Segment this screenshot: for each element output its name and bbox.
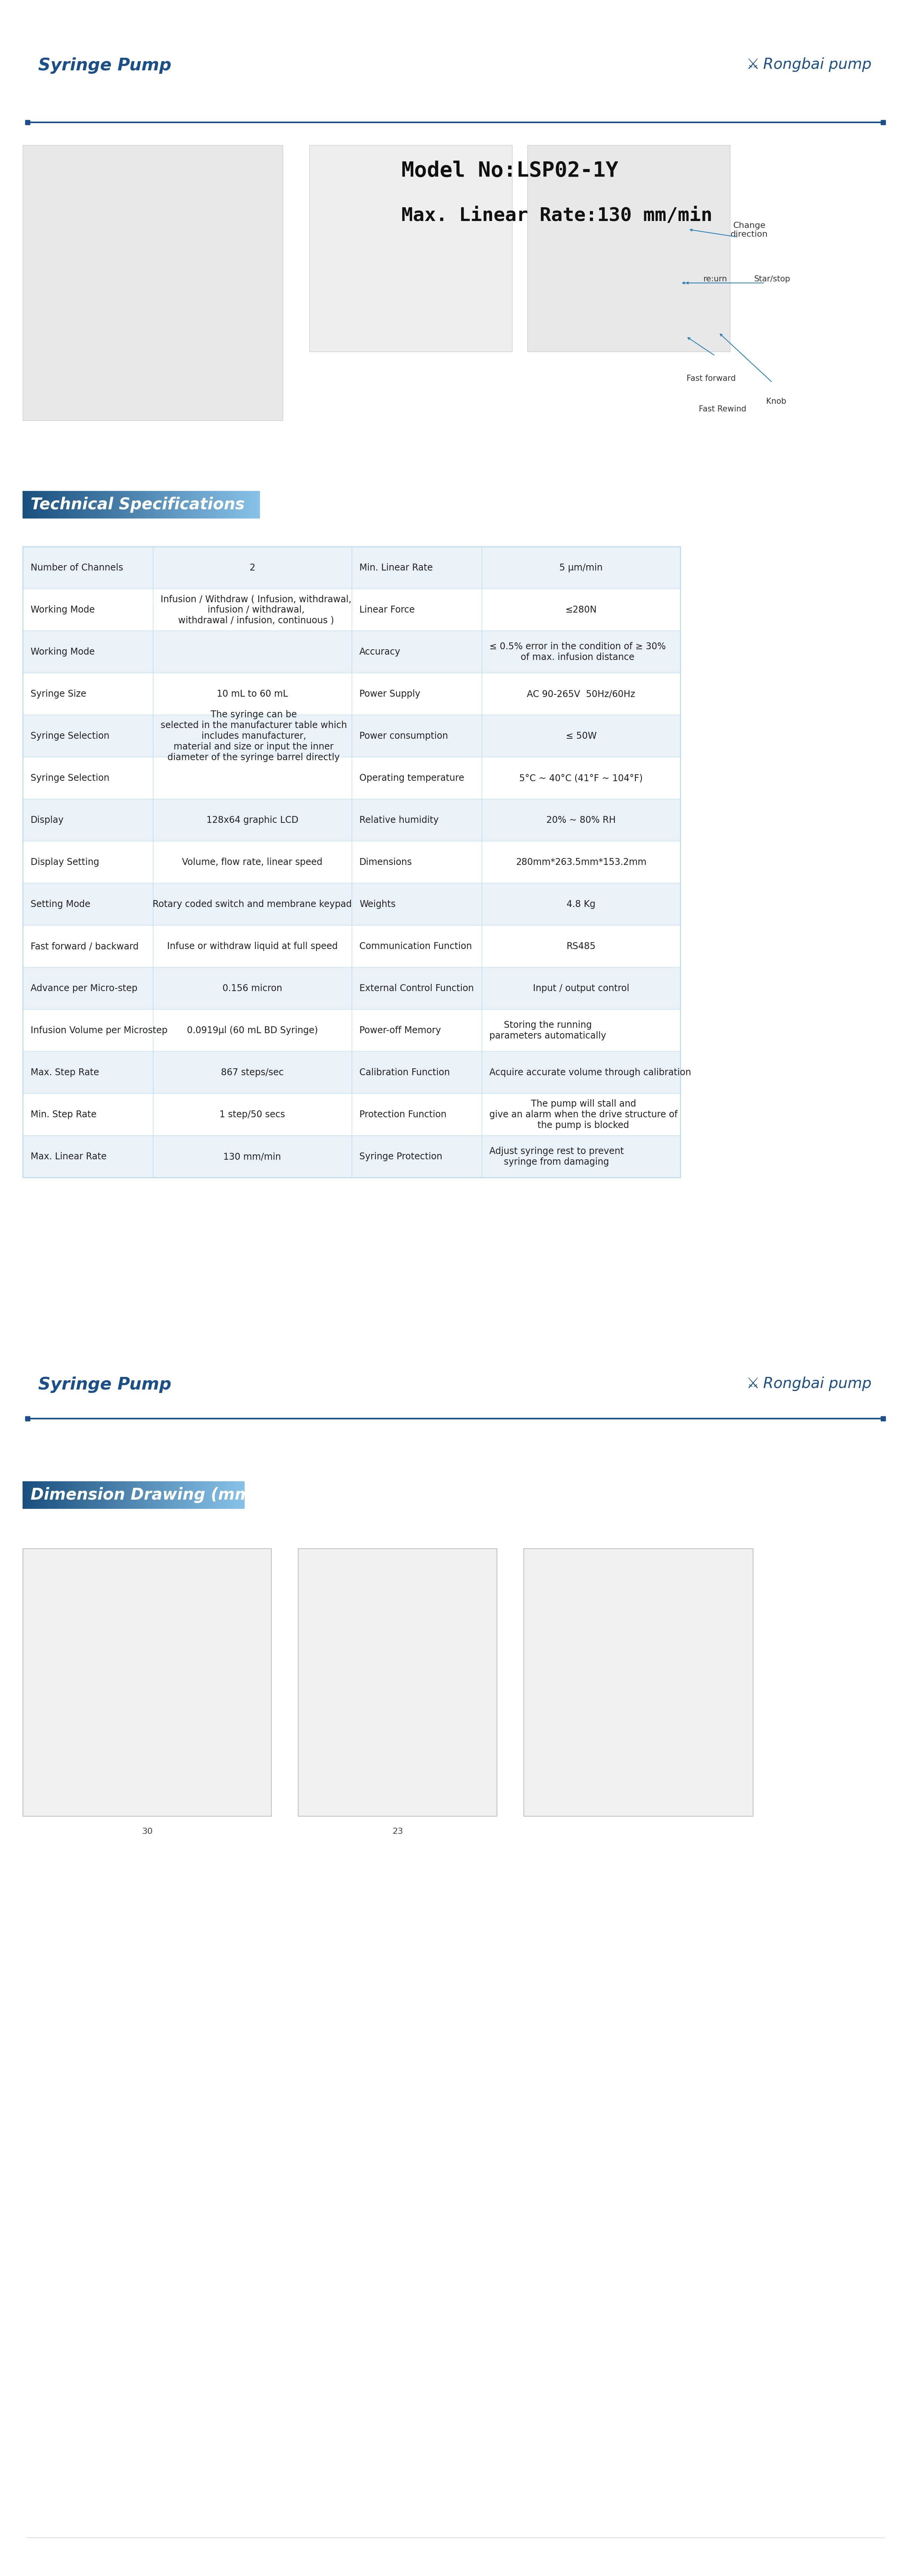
FancyBboxPatch shape	[23, 546, 681, 590]
Text: Fast Rewind: Fast Rewind	[699, 404, 746, 412]
Text: Syringe Pump: Syringe Pump	[38, 57, 171, 75]
Text: 1 step/50 secs: 1 step/50 secs	[220, 1110, 285, 1118]
Text: re:urn: re:urn	[703, 276, 727, 283]
Text: Adjust syringe rest to prevent
syringe from damaging: Adjust syringe rest to prevent syringe f…	[489, 1146, 624, 1167]
FancyBboxPatch shape	[23, 590, 681, 631]
Text: Syringe Protection: Syringe Protection	[359, 1151, 443, 1162]
FancyBboxPatch shape	[23, 672, 681, 716]
FancyBboxPatch shape	[23, 925, 681, 969]
Text: Dimension Drawing (mm): Dimension Drawing (mm)	[31, 1486, 259, 1502]
Text: Display: Display	[31, 817, 64, 824]
Text: Protection Function: Protection Function	[359, 1110, 446, 1118]
Text: Fast forward / backward: Fast forward / backward	[31, 943, 138, 951]
Text: Rotary coded switch and membrane keypad: Rotary coded switch and membrane keypad	[153, 899, 352, 909]
Text: Working Mode: Working Mode	[31, 605, 95, 616]
Text: Infusion / Withdraw ( Infusion, withdrawal,
infusion / withdrawal,
withdrawal / : Infusion / Withdraw ( Infusion, withdraw…	[160, 595, 352, 626]
Text: Linear Force: Linear Force	[359, 605, 415, 616]
Text: Change
direction: Change direction	[731, 222, 768, 240]
Text: Communication Function: Communication Function	[359, 943, 472, 951]
Text: Syringe Pump: Syringe Pump	[38, 1376, 171, 1394]
Text: Relative humidity: Relative humidity	[359, 817, 439, 824]
Text: Model No:LSP02-1Y: Model No:LSP02-1Y	[402, 160, 619, 180]
Text: External Control Function: External Control Function	[359, 984, 474, 992]
Text: 130 mm/min: 130 mm/min	[223, 1151, 281, 1162]
FancyBboxPatch shape	[527, 144, 731, 353]
Text: Syringe Selection: Syringe Selection	[31, 773, 109, 783]
FancyBboxPatch shape	[524, 1548, 753, 1816]
Text: 5 μm/min: 5 μm/min	[559, 564, 603, 572]
Text: 0.0919μl (60 mL BD Syringe): 0.0919μl (60 mL BD Syringe)	[187, 1025, 318, 1036]
Text: Calibration Function: Calibration Function	[359, 1069, 450, 1077]
FancyBboxPatch shape	[23, 757, 681, 799]
FancyBboxPatch shape	[23, 631, 681, 672]
FancyBboxPatch shape	[23, 1548, 271, 1816]
Text: ⚔ Rongbai pump: ⚔ Rongbai pump	[748, 57, 872, 72]
Text: Dimensions: Dimensions	[359, 858, 412, 866]
Text: Storing the running
parameters automatically: Storing the running parameters automatic…	[489, 1020, 606, 1041]
Text: The syringe can be
selected in the manufacturer table which
includes manufacture: The syringe can be selected in the manuf…	[160, 711, 347, 762]
Text: 23: 23	[392, 1829, 403, 1834]
Text: ⚔ Rongbai pump: ⚔ Rongbai pump	[748, 1376, 872, 1391]
FancyBboxPatch shape	[23, 884, 681, 925]
Text: Fast forward: Fast forward	[687, 374, 736, 381]
Text: Max. Linear Rate:130 mm/min: Max. Linear Rate:130 mm/min	[402, 206, 712, 224]
Text: Syringe Size: Syringe Size	[31, 690, 87, 698]
Text: Min. Linear Rate: Min. Linear Rate	[359, 564, 433, 572]
Text: RS485: RS485	[567, 943, 596, 951]
Text: Power Supply: Power Supply	[359, 690, 420, 698]
Text: 30: 30	[142, 1829, 153, 1834]
FancyBboxPatch shape	[23, 1010, 681, 1051]
FancyBboxPatch shape	[23, 1136, 681, 1177]
Text: Max. Linear Rate: Max. Linear Rate	[31, 1151, 107, 1162]
Text: Technical Specifications: Technical Specifications	[31, 497, 245, 513]
Text: 4.8 Kg: 4.8 Kg	[567, 899, 596, 909]
Text: Power consumption: Power consumption	[359, 732, 448, 742]
FancyBboxPatch shape	[310, 144, 512, 353]
FancyBboxPatch shape	[23, 969, 681, 1010]
Text: Volume, flow rate, linear speed: Volume, flow rate, linear speed	[182, 858, 322, 866]
Text: Min. Step Rate: Min. Step Rate	[31, 1110, 97, 1118]
Text: Input / output control: Input / output control	[533, 984, 630, 992]
Text: ≤ 50W: ≤ 50W	[566, 732, 597, 742]
Text: Power-off Memory: Power-off Memory	[359, 1025, 441, 1036]
Text: 2: 2	[250, 564, 255, 572]
Text: Infuse or withdraw liquid at full speed: Infuse or withdraw liquid at full speed	[167, 943, 338, 951]
Text: Working Mode: Working Mode	[31, 647, 95, 657]
Text: 280mm*263.5mm*153.2mm: 280mm*263.5mm*153.2mm	[516, 858, 647, 866]
Text: 5°C ~ 40°C (41°F ~ 104°F): 5°C ~ 40°C (41°F ~ 104°F)	[519, 773, 643, 783]
Text: AC 90-265V  50Hz/60Hz: AC 90-265V 50Hz/60Hz	[527, 690, 635, 698]
Text: 0.156 micron: 0.156 micron	[222, 984, 282, 992]
Text: 128x64 graphic LCD: 128x64 graphic LCD	[206, 817, 298, 824]
Text: The pump will stall and
give an alarm when the drive structure of
the pump is bl: The pump will stall and give an alarm wh…	[489, 1100, 678, 1131]
Text: Acquire accurate volume through calibration: Acquire accurate volume through calibrat…	[489, 1069, 691, 1077]
FancyBboxPatch shape	[298, 1548, 497, 1816]
Text: Advance per Micro-step: Advance per Micro-step	[31, 984, 138, 992]
Text: 10 mL to 60 mL: 10 mL to 60 mL	[217, 690, 288, 698]
Text: ≤280N: ≤280N	[566, 605, 597, 616]
Text: 867 steps/sec: 867 steps/sec	[221, 1069, 283, 1077]
Text: Max. Step Rate: Max. Step Rate	[31, 1069, 99, 1077]
Text: Knob: Knob	[766, 397, 786, 404]
Text: Operating temperature: Operating temperature	[359, 773, 465, 783]
Text: Setting Mode: Setting Mode	[31, 899, 90, 909]
FancyBboxPatch shape	[23, 799, 681, 842]
Text: Star/stop: Star/stop	[754, 276, 791, 283]
FancyBboxPatch shape	[23, 1095, 681, 1136]
FancyBboxPatch shape	[23, 716, 681, 757]
FancyBboxPatch shape	[23, 842, 681, 884]
Text: ≤ 0.5% error in the condition of ≥ 30%
of max. infusion distance: ≤ 0.5% error in the condition of ≥ 30% o…	[489, 641, 666, 662]
Text: Number of Channels: Number of Channels	[31, 564, 123, 572]
Text: Infusion Volume per Microstep: Infusion Volume per Microstep	[31, 1025, 168, 1036]
Text: 20% ~ 80% RH: 20% ~ 80% RH	[547, 817, 616, 824]
Text: Weights: Weights	[359, 899, 395, 909]
FancyBboxPatch shape	[23, 144, 283, 420]
FancyBboxPatch shape	[23, 1051, 681, 1095]
Text: Accuracy: Accuracy	[359, 647, 401, 657]
Text: Syringe Selection: Syringe Selection	[31, 732, 109, 742]
Text: Display Setting: Display Setting	[31, 858, 99, 866]
